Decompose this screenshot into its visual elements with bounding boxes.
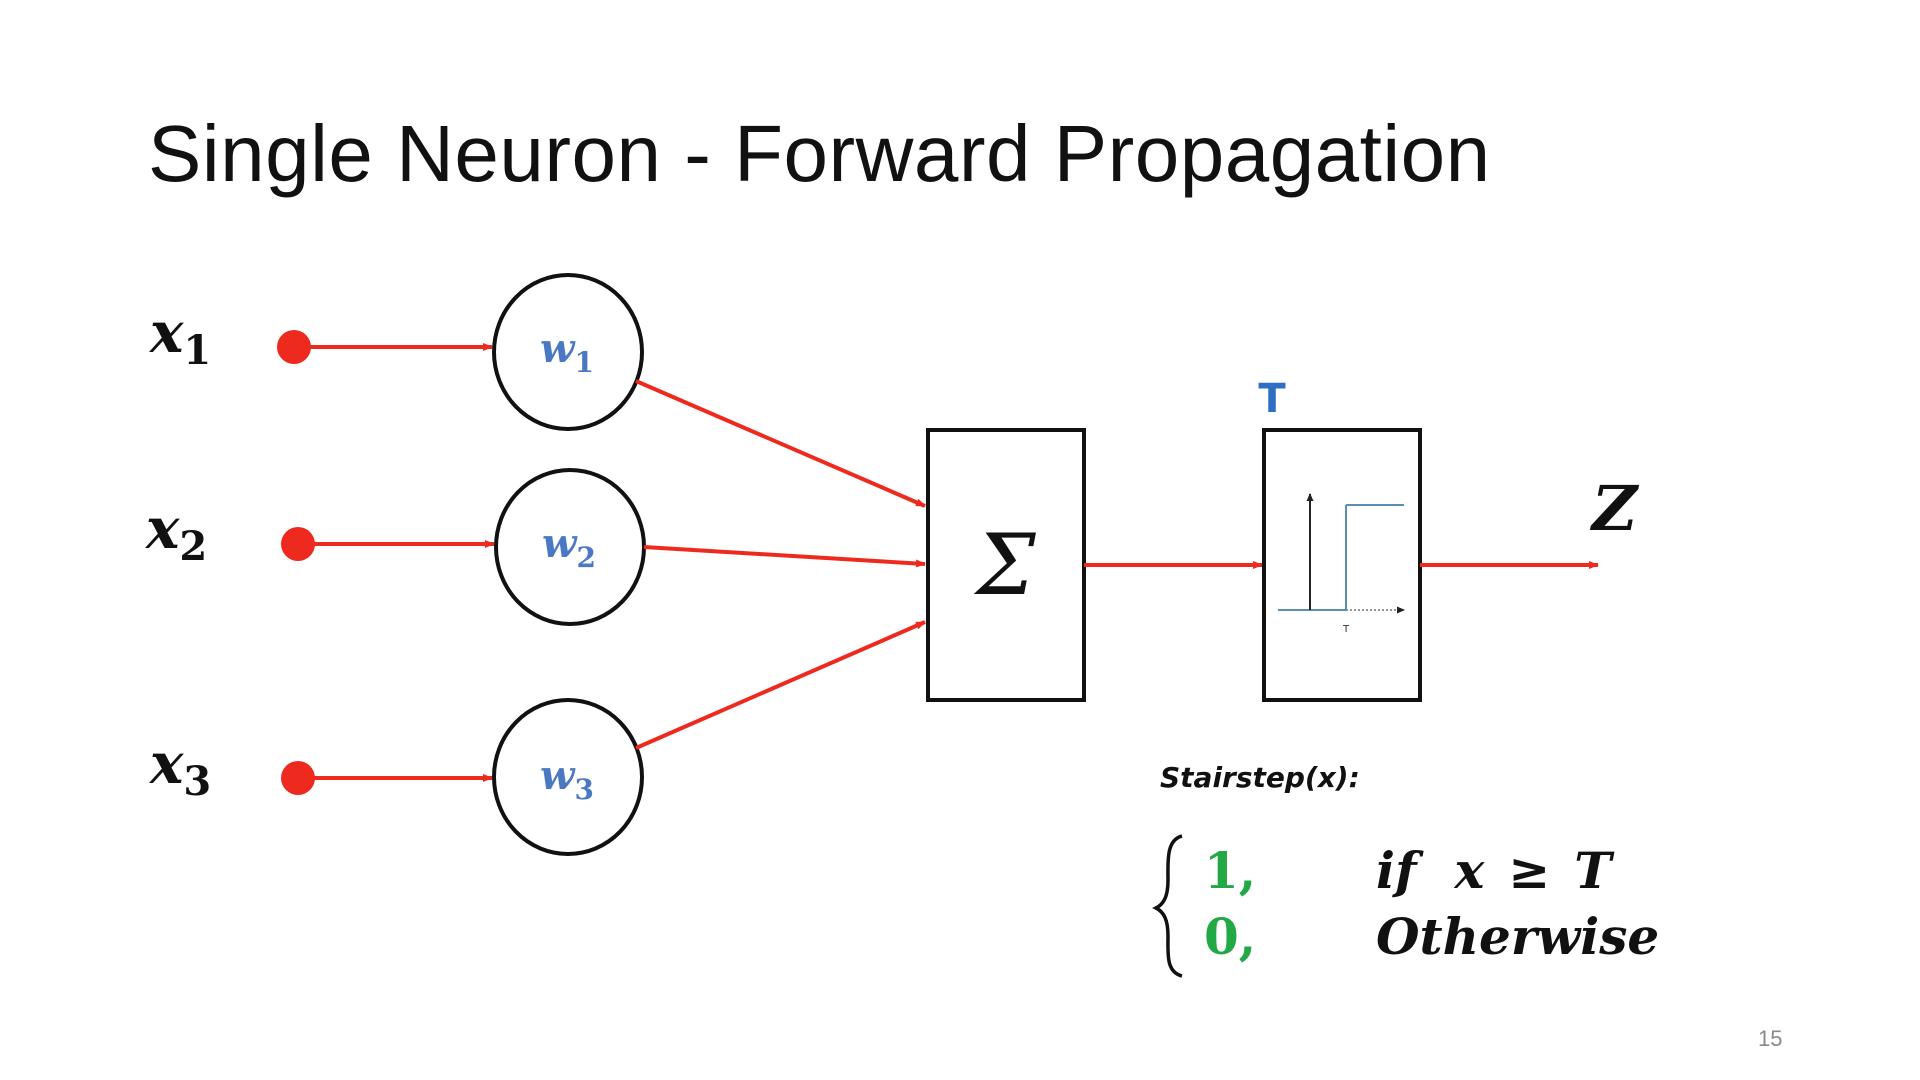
formula-brace bbox=[1152, 834, 1183, 978]
weight-node-3: w3 bbox=[492, 698, 644, 856]
threshold-label: T bbox=[1258, 376, 1286, 422]
weight-label-w2: w2 bbox=[542, 520, 596, 574]
formula-case1-condition: if x ≥ T bbox=[1376, 841, 1615, 900]
weight-arrow-1 bbox=[635, 379, 926, 508]
formula-case1-value: 1, bbox=[1204, 841, 1256, 900]
formula-name: Stairstep(x): bbox=[1160, 761, 1360, 794]
weight-node-1: w1 bbox=[492, 273, 644, 431]
input-label-x1: x1 bbox=[149, 300, 211, 374]
weight-arrow-3 bbox=[635, 620, 926, 750]
summation-symbol: Σ bbox=[973, 516, 1036, 614]
step-function-plot: T bbox=[1278, 493, 1405, 635]
input-label-x3: x3 bbox=[149, 731, 211, 805]
weight-label-w1: w1 bbox=[540, 325, 594, 379]
slide-title: Single Neuron - Forward Propagation bbox=[148, 109, 1491, 198]
weight-label-w3: w3 bbox=[540, 752, 594, 806]
weight-arrow-2 bbox=[643, 545, 926, 568]
formula-case2-value: 0, bbox=[1204, 907, 1256, 966]
output-label: Z bbox=[1589, 472, 1640, 545]
weight-node-2: w2 bbox=[494, 468, 646, 626]
step-tick-label: T bbox=[1342, 624, 1350, 635]
formula-case2-condition: Otherwise bbox=[1376, 907, 1659, 966]
summation-box: Σ bbox=[926, 428, 1086, 702]
page-number: 15 bbox=[1758, 1026, 1783, 1051]
input-label-x2: x2 bbox=[145, 496, 207, 570]
activation-box: T bbox=[1262, 428, 1422, 702]
